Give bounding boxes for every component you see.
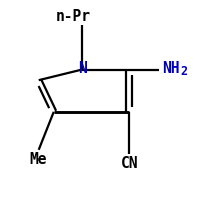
Text: 2: 2 <box>180 65 187 78</box>
Text: N: N <box>78 61 87 76</box>
Text: n-Pr: n-Pr <box>56 9 91 24</box>
Text: NH: NH <box>162 61 180 76</box>
Text: Me: Me <box>29 152 46 167</box>
Text: CN: CN <box>121 156 139 171</box>
